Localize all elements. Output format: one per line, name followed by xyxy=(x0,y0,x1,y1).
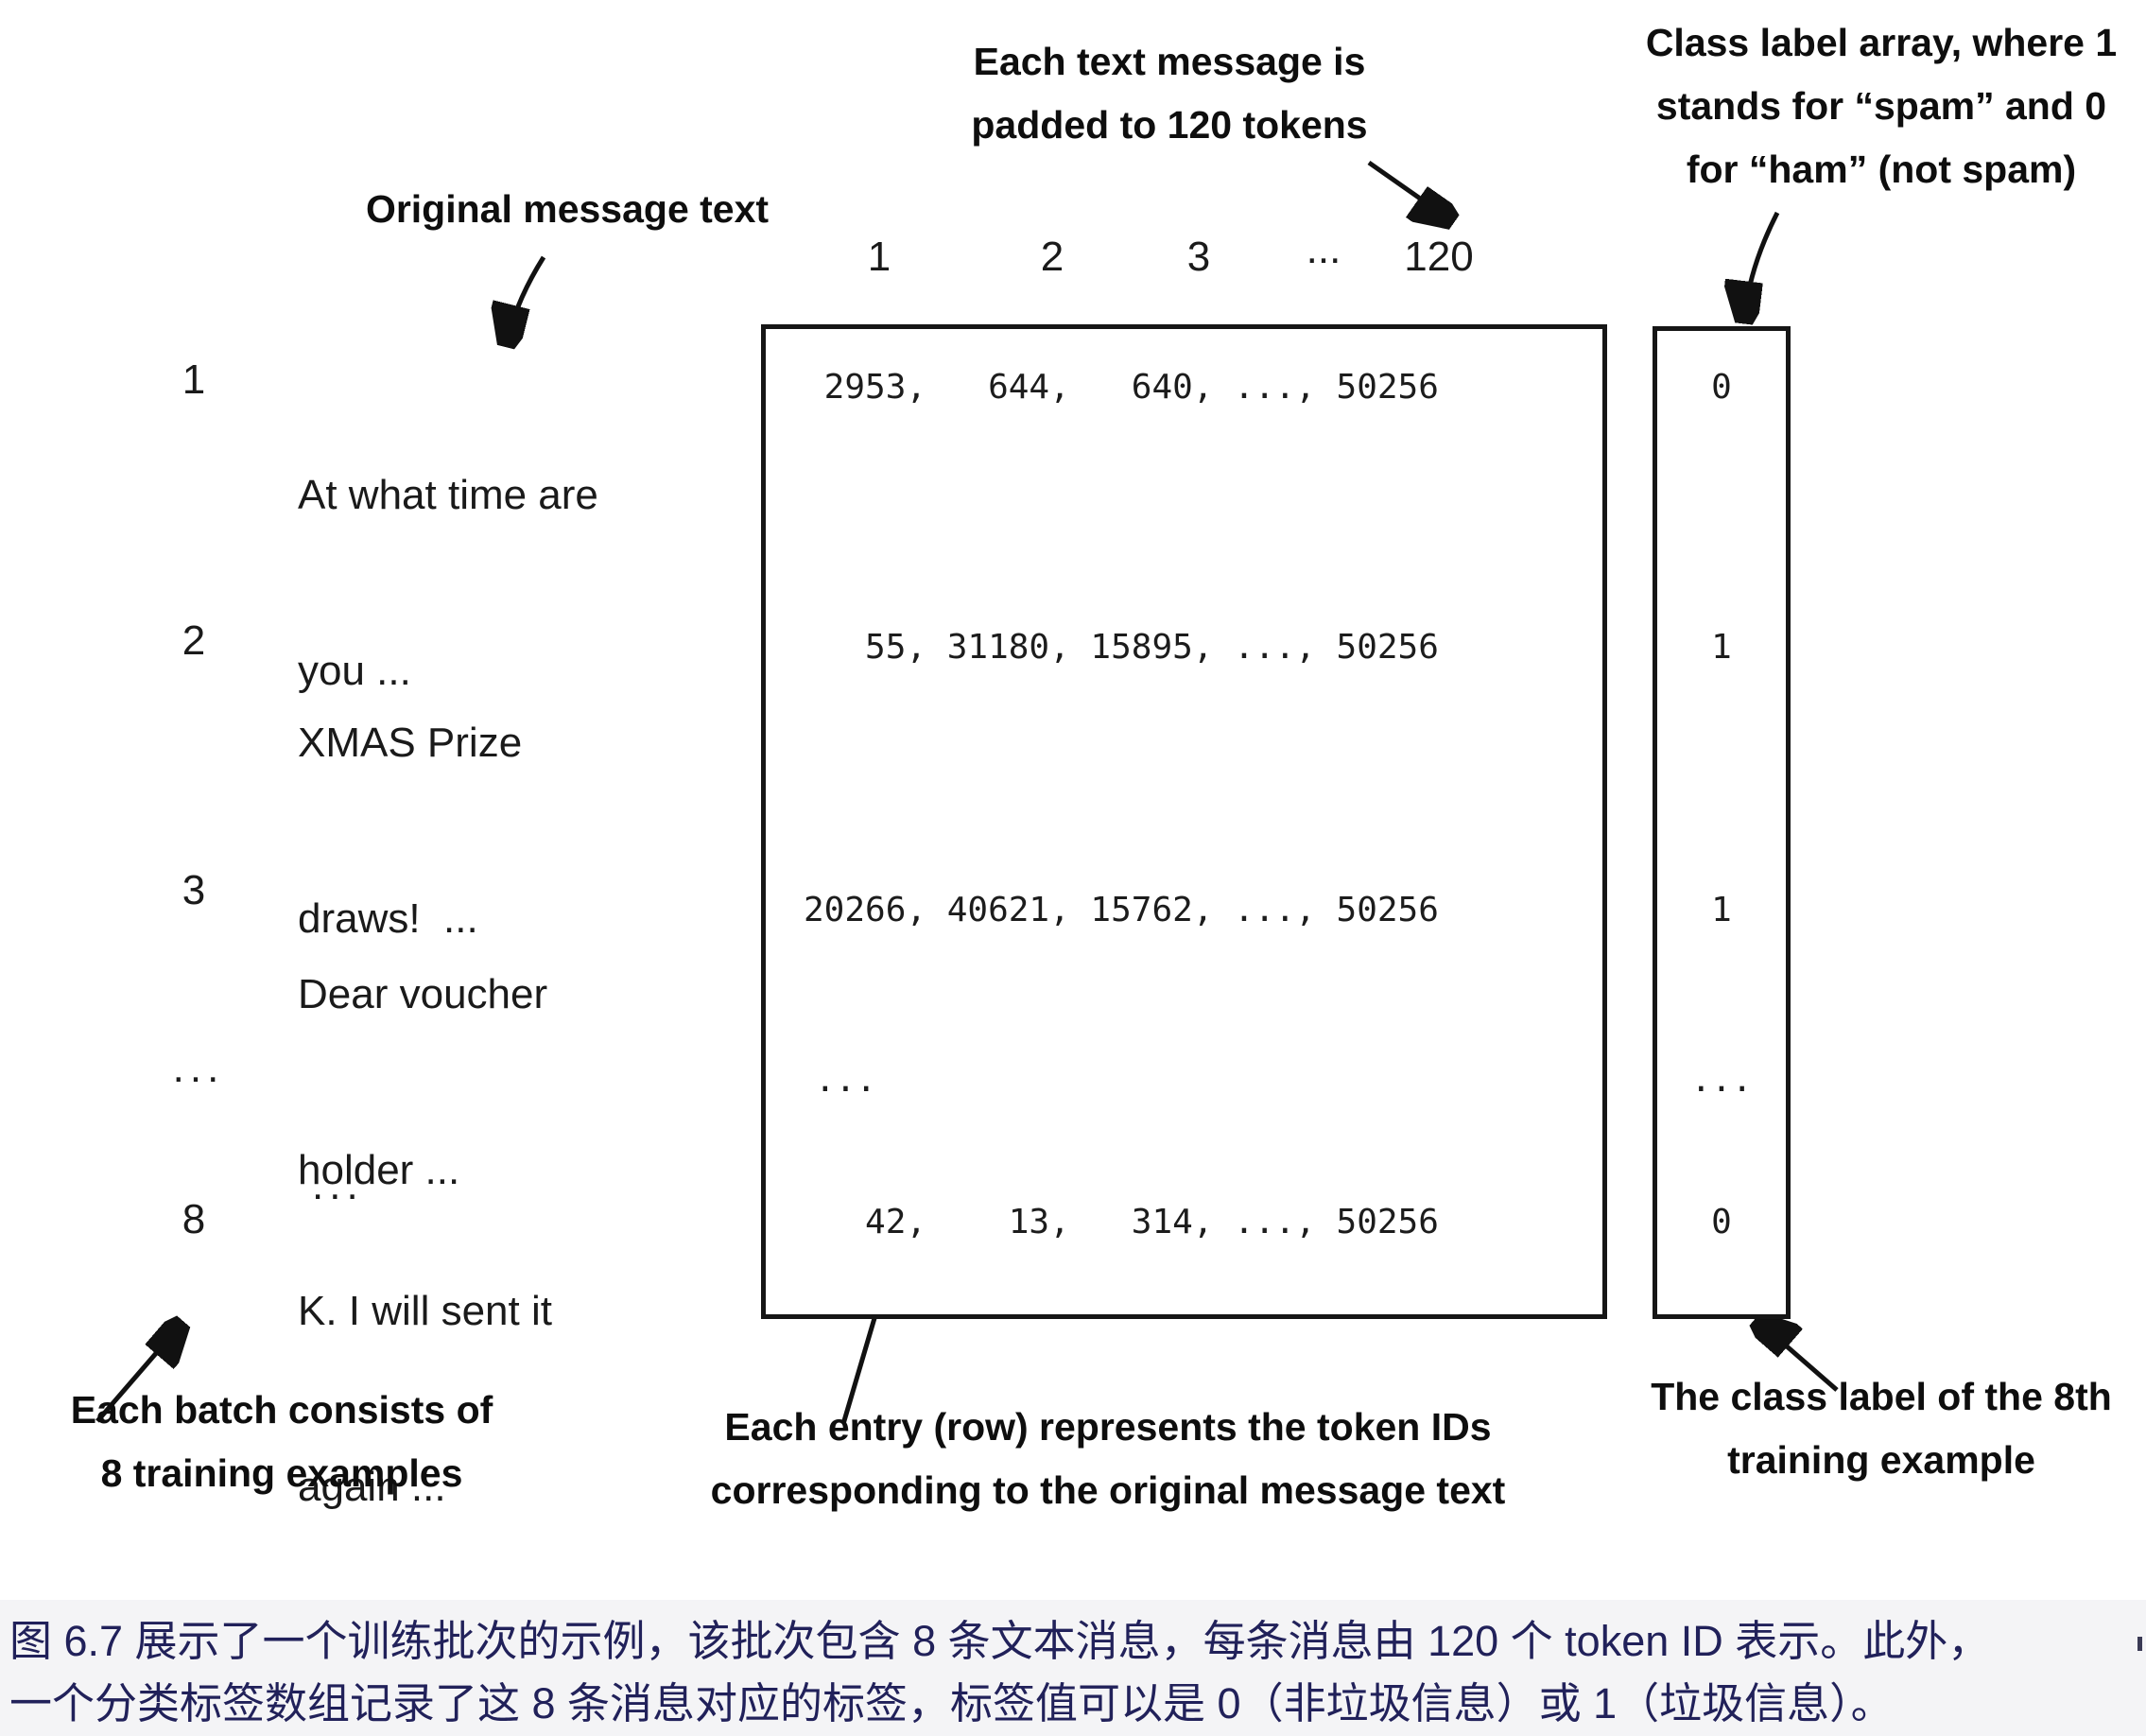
column-header-2: 2 xyxy=(1040,234,1064,280)
annotation-line: Each entry (row) represents the token ID… xyxy=(724,1405,1492,1449)
column-header-1: 1 xyxy=(867,234,891,280)
column-header-120: 120 xyxy=(1404,234,1474,280)
arrow-padded-120 xyxy=(1367,160,1445,216)
row-message: Dear voucher holder ... xyxy=(298,848,547,1317)
annotation-line: Original message text xyxy=(365,187,770,231)
arrow-class-label-array xyxy=(1745,211,1780,312)
annotation-line: The class label of the 8th xyxy=(1651,1375,2112,1418)
column-header-3: 3 xyxy=(1186,234,1211,280)
annotation-line: Each batch consists of xyxy=(70,1388,493,1432)
class-label-cell: 0 xyxy=(1711,368,1732,407)
message-line: again ... xyxy=(298,1464,446,1510)
batch-annotation: Each batch consists of 8 training exampl… xyxy=(71,1379,493,1505)
message-line: Dear voucher xyxy=(298,971,548,1017)
row-message: At what time are you ... xyxy=(298,349,598,818)
message-line: At what time are xyxy=(298,472,598,518)
arrow-original-message xyxy=(509,255,546,336)
token-row: ... xyxy=(815,1061,877,1100)
token-row: 55, 31180, 15895, ..., 50256 xyxy=(804,628,1439,667)
token-row: 2953, 644, 640, ..., 50256 xyxy=(804,368,1439,407)
padded-tokens-annotation: Each text message is padded to 120 token… xyxy=(971,30,1367,157)
original-message-annotation: Original message text xyxy=(366,178,769,241)
class-label-cell: ... xyxy=(1690,1061,1753,1100)
row-index: 3 xyxy=(182,867,206,913)
message-line: ... xyxy=(312,1162,364,1208)
class-label-box xyxy=(1653,326,1791,1319)
message-line: holder ... xyxy=(298,1147,460,1193)
row-message: XMAS Prize draws! ... xyxy=(298,597,522,1066)
token-matrix-box xyxy=(761,324,1607,1319)
class-label-cell: 1 xyxy=(1711,891,1732,929)
row-message: ... xyxy=(312,1039,381,1450)
message-line: K. I will sent it xyxy=(298,1288,552,1334)
row-index: 1 xyxy=(182,356,206,403)
class-label-8th-annotation: The class label of the 8th training exam… xyxy=(1651,1365,2112,1492)
caption-panel xyxy=(0,1600,2146,1736)
row-message: K. I will sent it again ... xyxy=(298,1165,552,1634)
annotation-line: Class label array, where 1 xyxy=(1645,21,2118,64)
token-row: 42, 13, 314, ..., 50256 xyxy=(804,1203,1439,1241)
annotation-line: 8 training examples xyxy=(100,1451,463,1495)
row-index: 2 xyxy=(182,617,206,664)
row-index: ... xyxy=(172,1045,225,1091)
annotation-line: padded to 120 tokens xyxy=(971,103,1368,147)
class-label-cell: 1 xyxy=(1711,628,1732,667)
token-row: 20266, 40621, 15762, ..., 50256 xyxy=(804,891,1439,929)
row-index: 8 xyxy=(182,1196,206,1242)
message-line: draws! ... xyxy=(298,895,478,942)
annotation-line: training example xyxy=(1727,1438,2035,1482)
class-label-cell: 0 xyxy=(1711,1203,1732,1241)
figure-caption-line-1: 图 6.7 展示了一个训练批次的示例，该批次包含 8 条文本消息，每条消息由 1… xyxy=(9,1617,1991,1665)
annotation-line: for “ham” (not spam) xyxy=(1686,148,2077,191)
entry-row-annotation: Each entry (row) represents the token ID… xyxy=(711,1396,1506,1522)
message-line: you ... xyxy=(298,648,411,694)
text-cursor-artifact xyxy=(2137,1637,2142,1651)
message-line: XMAS Prize xyxy=(298,720,523,766)
class-label-array-annotation: Class label array, where 1 stands for “s… xyxy=(1646,11,2117,201)
column-header-ellipsis: ... xyxy=(1306,226,1341,272)
annotation-line: stands for “spam” and 0 xyxy=(1655,84,2107,128)
annotation-line: Each text message is xyxy=(973,40,1366,83)
figure-caption-line-2: 一个分类标签数组记录了这 8 条消息对应的标签，标签值可以是 0（非垃圾信息）或… xyxy=(9,1679,1894,1727)
annotation-line: corresponding to the original message te… xyxy=(710,1468,1506,1512)
